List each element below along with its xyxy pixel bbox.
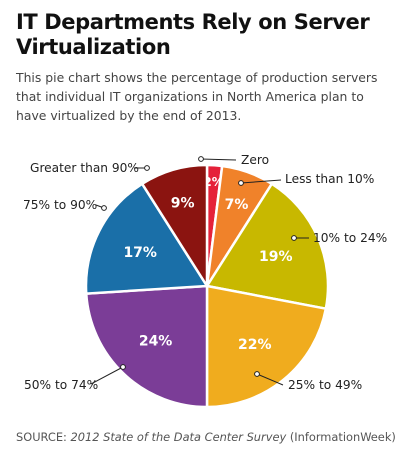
leader-dot — [291, 235, 297, 241]
slice-category-label: 25% to 49% — [288, 378, 362, 392]
slice-value-label: 9% — [171, 195, 195, 211]
chart-title: IT Departments Rely on Server Virtualiza… — [16, 10, 370, 59]
slice-value-label: 7% — [225, 197, 249, 213]
slice-category-label: Greater than 90% — [30, 161, 139, 175]
slice-category-label: 50% to 74% — [24, 378, 98, 392]
slice-value-label: 24% — [139, 334, 173, 350]
source-note: SOURCE: 2012 State of the Data Center Su… — [16, 430, 396, 444]
leader-line — [200, 158, 237, 161]
pie-slice-50-to-74 — [84, 284, 209, 409]
leader-dot — [238, 180, 244, 186]
leader-dot — [144, 165, 150, 171]
leader-dot — [101, 205, 107, 211]
pie-slice-25-to-49 — [205, 284, 328, 409]
leader-dot — [198, 156, 204, 162]
slice-category-label: 10% to 24% — [313, 231, 387, 245]
source-title: 2012 State of the Data Center Survey — [70, 430, 287, 444]
slice-value-label: 22% — [238, 337, 272, 353]
slice-value-label: 17% — [123, 245, 157, 261]
source-prefix: SOURCE: — [16, 430, 71, 444]
leader-line — [240, 179, 282, 184]
slice-value-label: 19% — [259, 249, 293, 265]
pie-slice-10-to-24 — [205, 182, 330, 310]
source-suffix: (InformationWeek) — [286, 430, 396, 444]
slice-category-label: 75% to 90% — [23, 198, 97, 212]
leader-dot — [254, 371, 260, 377]
slice-category-label: Less than 10% — [285, 172, 374, 186]
pie-slice-greater-than-90 — [140, 163, 209, 288]
leader-dot — [120, 364, 126, 370]
chart-subtitle: This pie chart shows the percentage of p… — [16, 70, 378, 123]
leader-line — [256, 373, 284, 386]
pie-slice-75-to-90 — [84, 182, 209, 295]
leader-line — [90, 366, 124, 385]
slice-category-label: Zero — [241, 153, 269, 167]
